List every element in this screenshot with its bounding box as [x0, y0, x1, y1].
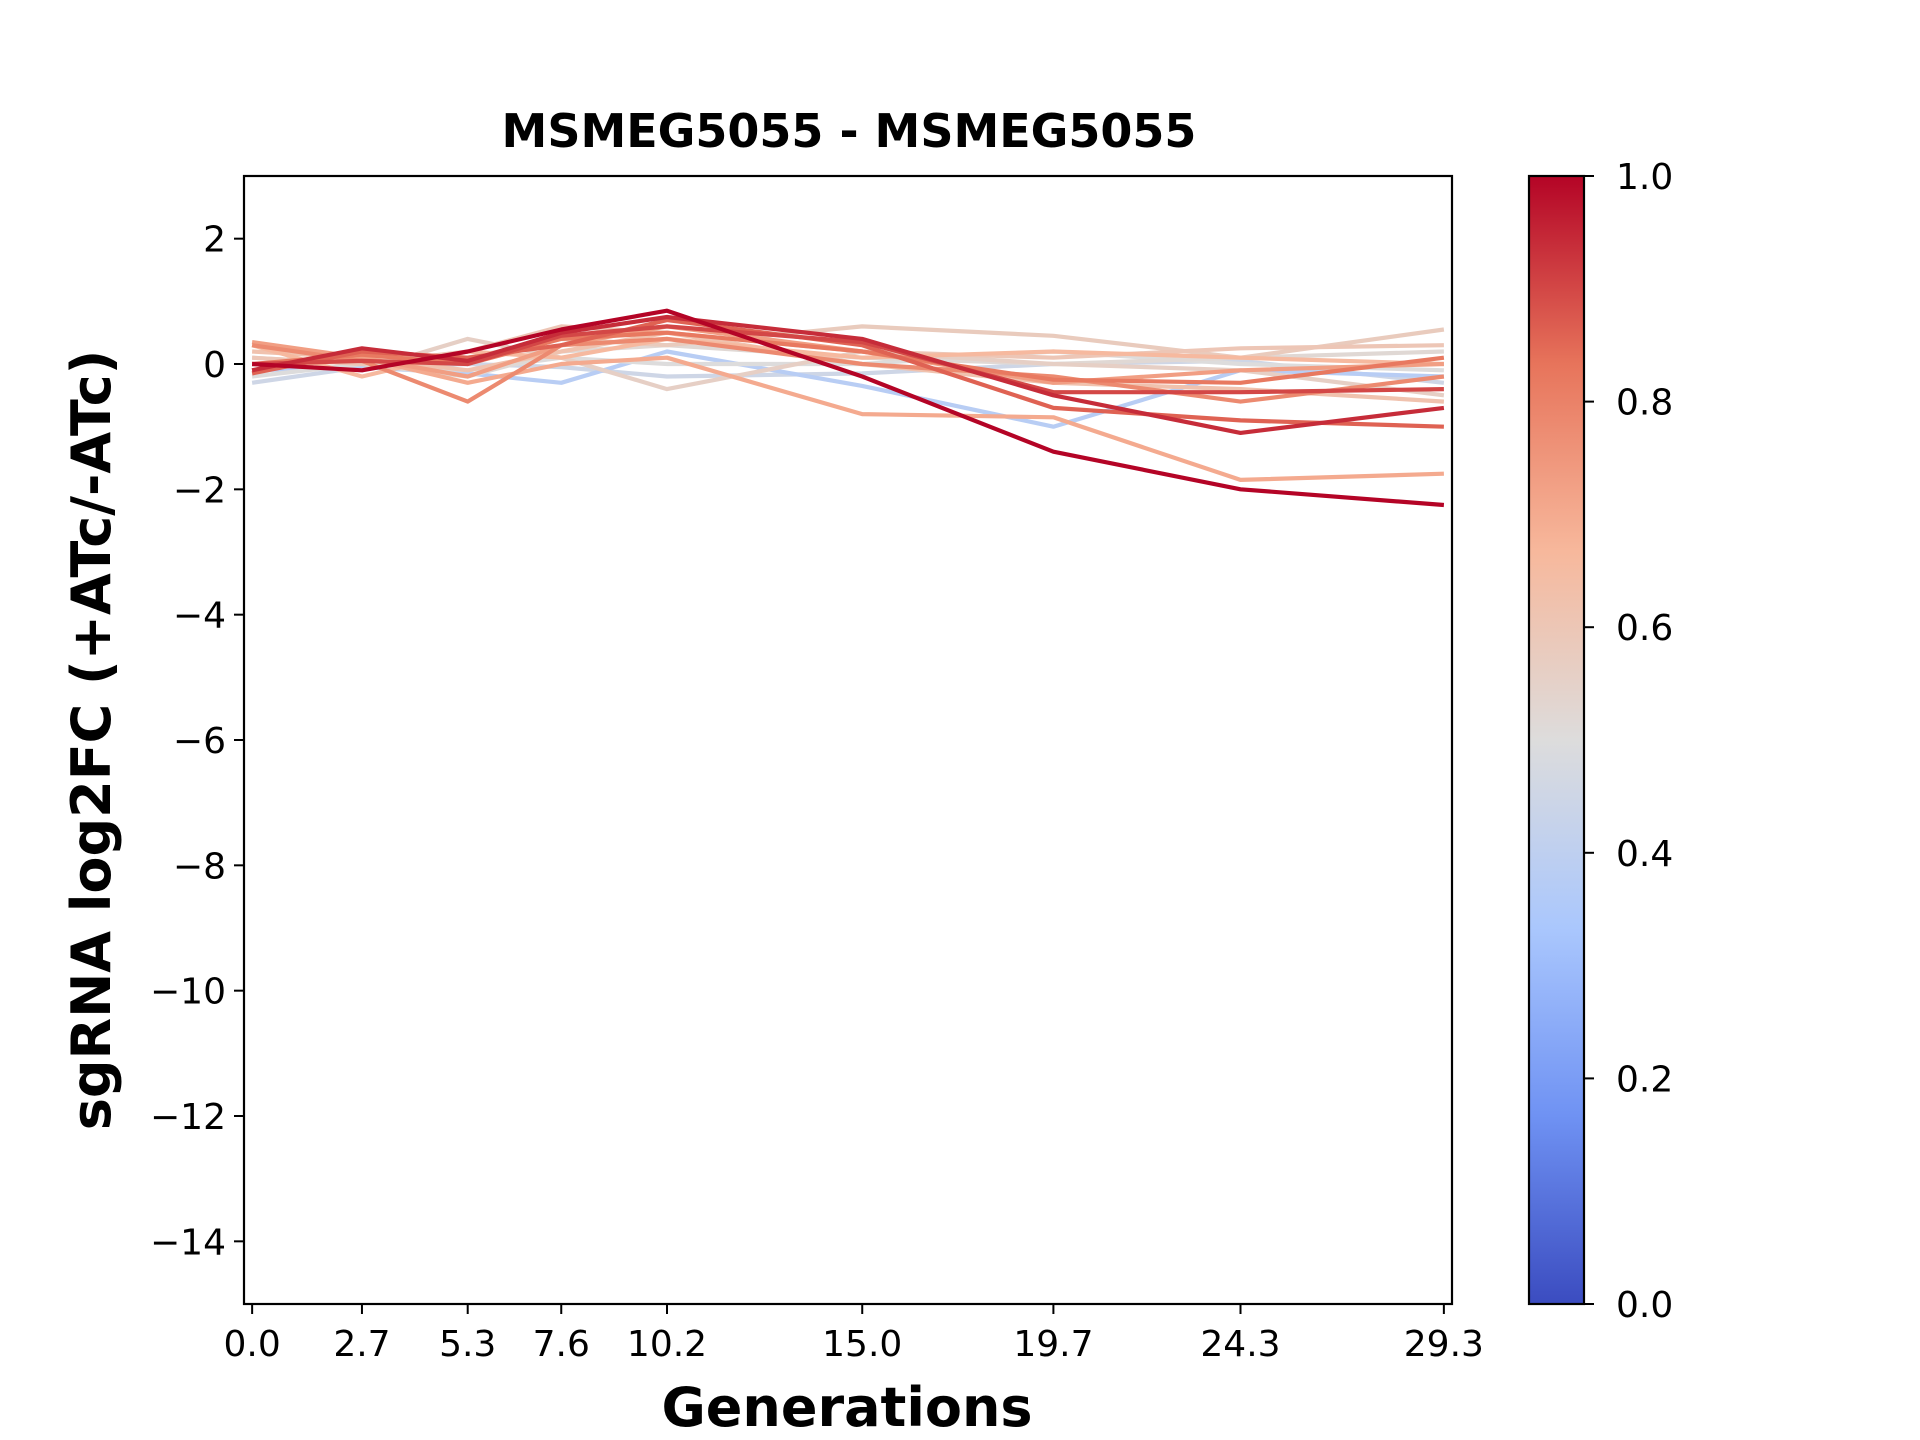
- y-axis: 2 0 −2 −4 −6 −8 −10 −12 −14: [150, 220, 244, 1263]
- y-tick-label: 2: [203, 220, 226, 261]
- x-axis: 0.0 2.7 5.3 7.6 10.2 15.0 19.7 24.3 29.3: [224, 1304, 1484, 1365]
- colorbar-tick-label: 1.0: [1616, 157, 1673, 198]
- x-tick-label: 5.3: [439, 1324, 496, 1365]
- x-tick-label: 7.6: [533, 1324, 590, 1365]
- y-tick-label: −12: [150, 1097, 226, 1138]
- x-tick-label: 24.3: [1200, 1324, 1280, 1365]
- x-tick-label: 10.2: [627, 1324, 707, 1365]
- x-tick-label: 19.7: [1013, 1324, 1093, 1365]
- series-line-16: [251, 308, 1445, 508]
- x-tick-label: 29.3: [1404, 1324, 1484, 1365]
- y-tick-label: −6: [173, 721, 226, 762]
- y-tick-label: 0: [203, 345, 226, 386]
- colorbar-gradient: [1527, 174, 1586, 1306]
- colorbar-tick-label: 0.4: [1616, 834, 1673, 875]
- series-line-15: [251, 314, 1445, 435]
- x-tick-label: 2.7: [333, 1324, 390, 1365]
- colorbar-tick-label: 0.6: [1616, 608, 1673, 649]
- chart-title: MSMEG5055 - MSMEG5055: [502, 104, 1197, 158]
- series-line-12: [251, 330, 1445, 385]
- colorbar-ticks: 0.0 0.2 0.4 0.6 0.8 1.0: [1584, 157, 1673, 1326]
- y-tick-label: −8: [173, 846, 226, 887]
- plot-area: [242, 174, 1454, 1306]
- series-lines: [251, 308, 1445, 508]
- colorbar-tick-label: 0.0: [1616, 1285, 1673, 1326]
- x-axis-title: Generations: [661, 1376, 1032, 1439]
- y-tick-label: −4: [173, 596, 226, 637]
- x-tick-label: 15.0: [822, 1324, 902, 1365]
- colorbar-tick-label: 0.8: [1616, 383, 1673, 424]
- colorbar-tick-label: 0.2: [1616, 1059, 1673, 1100]
- y-tick-label: −2: [173, 470, 226, 511]
- x-tick-label: 0.0: [224, 1324, 281, 1365]
- y-tick-label: −10: [150, 972, 226, 1013]
- colorbar: 0.0 0.2 0.4 0.6 0.8 1.0: [1527, 157, 1673, 1326]
- y-tick-label: −14: [150, 1222, 226, 1263]
- y-axis-title: sgRNA log2FC (+ATc/-ATc): [60, 350, 123, 1131]
